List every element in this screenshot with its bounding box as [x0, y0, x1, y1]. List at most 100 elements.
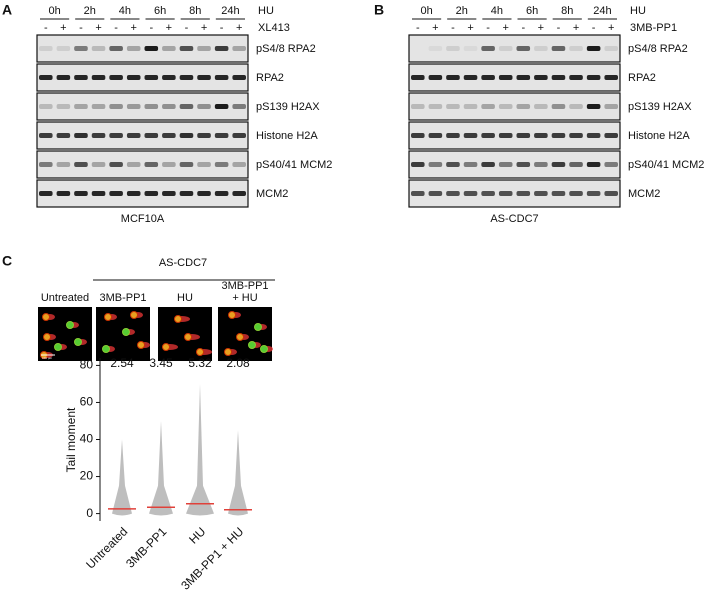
band — [126, 133, 141, 138]
band — [91, 75, 106, 80]
band — [604, 191, 618, 196]
comet-head — [42, 313, 50, 321]
band — [162, 104, 176, 109]
panel-label: B — [374, 2, 384, 18]
condition-label: 3MB-PP1 — [221, 280, 268, 292]
band — [91, 46, 106, 51]
blot — [408, 150, 621, 179]
band — [232, 191, 246, 196]
band — [214, 104, 229, 109]
band — [604, 162, 618, 167]
band — [74, 46, 88, 51]
band — [428, 104, 443, 109]
comet-head — [174, 315, 182, 323]
blot — [36, 121, 249, 150]
x-tick-label: 3MB-PP1 — [123, 524, 169, 570]
comet-head — [224, 348, 232, 356]
band — [551, 191, 566, 196]
sign: + — [60, 22, 66, 34]
band — [197, 133, 211, 138]
panel-label: A — [2, 2, 12, 18]
band — [569, 75, 583, 80]
band — [109, 133, 123, 138]
band — [551, 46, 566, 51]
band — [586, 46, 601, 51]
band — [534, 46, 548, 51]
timepoint: 0h — [420, 5, 432, 17]
band — [463, 162, 478, 167]
band — [197, 191, 211, 196]
band — [197, 104, 211, 109]
band — [91, 104, 106, 109]
factor-label: HU — [258, 5, 274, 17]
condition-label: HU — [177, 292, 193, 304]
sign: + — [432, 22, 438, 34]
sign: + — [130, 22, 136, 34]
band — [516, 104, 531, 109]
band — [109, 162, 123, 167]
band — [463, 104, 478, 109]
band — [498, 104, 513, 109]
band — [604, 75, 618, 80]
band — [481, 191, 495, 196]
band — [446, 191, 460, 196]
blot-label: MCM2 — [628, 188, 660, 200]
x-tick-label: HU — [186, 524, 208, 546]
band — [534, 104, 548, 109]
band — [446, 75, 460, 80]
band — [411, 191, 425, 196]
band — [39, 104, 53, 109]
band — [446, 104, 460, 109]
comet-head — [184, 333, 192, 341]
blot-label: RPA2 — [628, 72, 656, 84]
treatment-label: 3MB-PP1 — [630, 22, 677, 34]
band — [569, 104, 583, 109]
blot-label: pS139 H2AX — [256, 101, 320, 113]
band — [162, 191, 176, 196]
comet-head — [104, 313, 112, 321]
condition-label: 3MB-PP1 — [99, 292, 146, 304]
comet-head — [137, 341, 145, 349]
panel-label: C — [2, 253, 12, 269]
sign: - — [592, 22, 596, 34]
blot — [36, 63, 249, 92]
band — [74, 133, 88, 138]
sign: + — [236, 22, 242, 34]
band — [569, 46, 583, 51]
cell-line: AS-CDC7 — [490, 213, 538, 225]
point-cloud — [228, 430, 248, 516]
band — [179, 133, 194, 138]
band — [481, 46, 495, 51]
comet-head — [254, 323, 262, 331]
point-cloud — [186, 383, 214, 516]
timepoint: 6h — [526, 5, 538, 17]
band — [481, 104, 495, 109]
x-tick-label: Untreated — [83, 524, 130, 571]
scale-bar-label: 100 µm — [42, 356, 53, 360]
blot-label: pS4/8 RPA2 — [256, 43, 316, 55]
band — [162, 133, 176, 138]
sign: - — [149, 22, 153, 34]
comet-head — [228, 311, 236, 319]
band — [551, 104, 566, 109]
band — [232, 46, 246, 51]
band — [498, 191, 513, 196]
band — [481, 162, 495, 167]
band — [56, 162, 71, 167]
sign: - — [185, 22, 189, 34]
blot-label: RPA2 — [256, 72, 284, 84]
band — [498, 162, 513, 167]
band — [214, 75, 229, 80]
comet-head — [236, 333, 244, 341]
band — [604, 133, 618, 138]
blot — [36, 150, 249, 179]
comet-head — [66, 321, 74, 329]
band — [74, 162, 88, 167]
blot-label: pS139 H2AX — [628, 101, 692, 113]
band — [411, 104, 425, 109]
comet-head — [43, 333, 51, 341]
point-cloud — [112, 439, 132, 516]
timepoint: 4h — [491, 5, 503, 17]
band — [516, 75, 531, 80]
